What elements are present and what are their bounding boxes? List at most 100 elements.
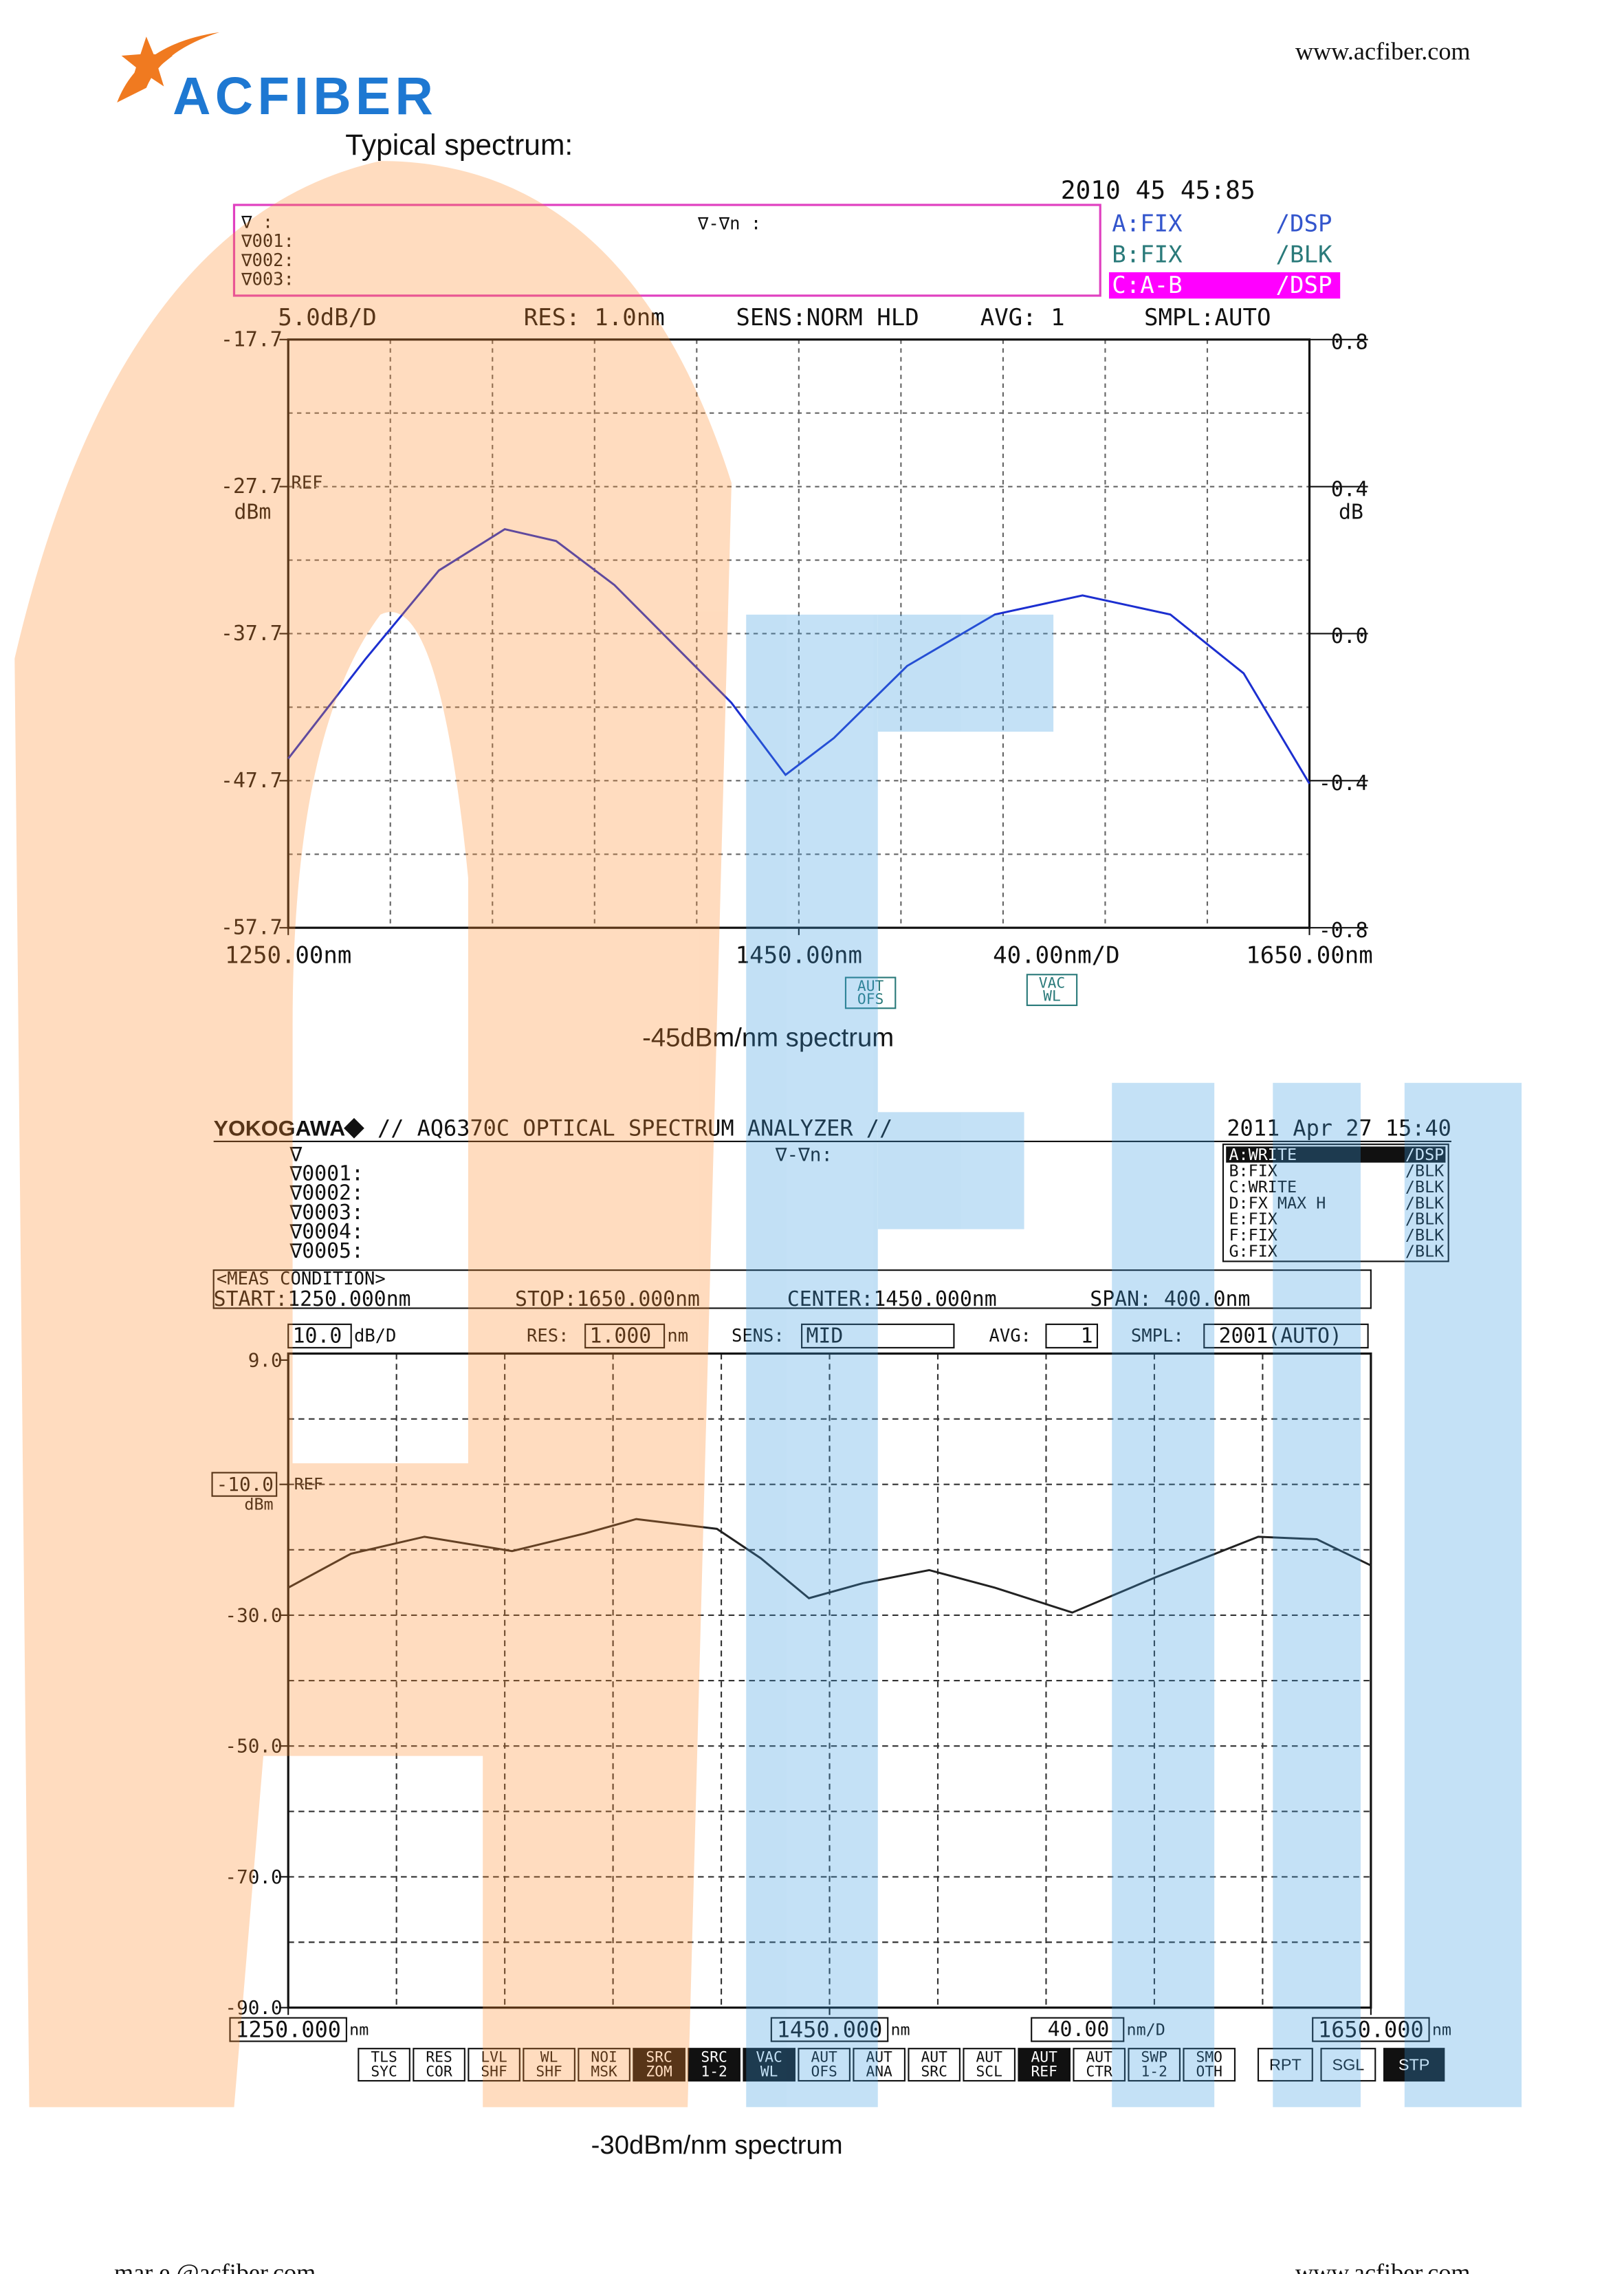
sampling: 2001(AUTO)	[1219, 1324, 1342, 1348]
trace-name: G:FIX	[1229, 1241, 1277, 1260]
watermark-f	[746, 614, 878, 2108]
tick-box	[770, 2017, 889, 2042]
marker-label: ∇002:	[241, 250, 294, 271]
soft-key	[1018, 2048, 1071, 2082]
soft-key-label: SMO	[1196, 2048, 1222, 2066]
soft-key-label: SCL	[976, 2064, 1002, 2081]
heading: Typical spectrum:	[345, 129, 573, 162]
trace-name: B:FIX	[1112, 241, 1183, 268]
logo: ACFIBER	[173, 67, 437, 126]
scale: 5.0dB/D	[278, 304, 376, 331]
soft-key	[853, 2048, 906, 2082]
email: mar e @acfiber.com	[114, 2259, 316, 2274]
soft-key-label: RES	[426, 2048, 452, 2066]
soft-key-label: AUT	[1086, 2048, 1113, 2066]
setting-box	[287, 1323, 352, 1348]
x-scale: 40.00nm/D	[993, 942, 1119, 970]
watermark-f	[877, 1112, 1024, 1229]
y-tick-label: -47.7	[221, 769, 283, 793]
watermark-e	[1404, 1082, 1522, 2108]
meas-box	[212, 1269, 1372, 1309]
trace-name: F:FIX	[1229, 1225, 1277, 1245]
watermark-b	[1273, 1082, 1361, 2108]
side-key	[1320, 2048, 1376, 2082]
trace-state: /BLK	[1405, 1161, 1444, 1180]
meas-center: CENTER:1450.000nm	[787, 1287, 997, 1311]
soft-key	[1073, 2048, 1126, 2082]
soft-key	[798, 2048, 851, 2082]
soft-key-label: REF	[1031, 2064, 1057, 2081]
marker-label: ∇003:	[241, 270, 294, 290]
x-tick-unit: nm	[349, 2020, 369, 2040]
setting-box	[801, 1323, 955, 1348]
trace-highlight	[1108, 272, 1341, 299]
scale-unit: dB/D	[354, 1326, 396, 1346]
soft-key-label: SRC	[646, 2048, 672, 2066]
soft-key-label: CTR	[1086, 2064, 1113, 2081]
trace-state: /DSP	[1276, 210, 1332, 238]
marker-label: ∇	[289, 1143, 303, 1167]
soft-key-label: SHF	[536, 2064, 562, 2081]
date: 2011 Apr 27 15:40	[1227, 1115, 1451, 1141]
soft-key-label: VAC	[1039, 975, 1065, 992]
x-tick-unit: nm	[890, 2020, 910, 2040]
y-tick-label: -30.0	[225, 1604, 282, 1626]
soft-key-label: NOI	[591, 2048, 617, 2066]
y-tick-label: -10.0	[217, 1473, 274, 1496]
x-tick-label: 1450.000	[777, 2017, 883, 2043]
y-tick-label: -57.7	[221, 916, 283, 940]
website: www.acfiber.com	[1295, 2259, 1471, 2274]
delta-label: ∇-∇n :	[697, 214, 761, 234]
soft-key-label: AUT	[857, 978, 884, 995]
soft-key	[963, 2048, 1016, 2082]
soft-key-label: SWP	[1141, 2048, 1167, 2066]
soft-key-label: TLS	[371, 2048, 397, 2066]
trace-name: E:FIX	[1229, 1210, 1277, 1229]
watermark-f	[877, 614, 1054, 732]
sens-label: SENS:	[732, 1326, 784, 1346]
soft-key-label: AUT	[866, 2048, 892, 2066]
soft-key	[523, 2048, 575, 2082]
soft-key	[413, 2048, 465, 2082]
soft-key-label: AUT	[811, 2048, 837, 2066]
trace-name: B:FIX	[1229, 1161, 1277, 1180]
setting-box	[1045, 1323, 1099, 1348]
soft-key-label: SRC	[701, 2048, 727, 2066]
soft-key	[468, 2048, 520, 2082]
trace-name: D:FX MAX H	[1229, 1193, 1326, 1212]
x-tick-label: 1250.000	[235, 2017, 341, 2043]
soft-key	[743, 2048, 795, 2082]
soft-key-label: OFS	[811, 2064, 837, 2081]
marker-label: ∇0004:	[289, 1220, 364, 1244]
y-tick-label: -90.0	[225, 1996, 282, 2019]
spectrum-line	[287, 1518, 1372, 1614]
setting-box	[1031, 2017, 1125, 2042]
watermark-a	[14, 161, 732, 2108]
meas-span: SPAN: 400.0nm	[1090, 1287, 1250, 1311]
ref-label: REF	[291, 472, 322, 493]
y2-tick-label: -0.8	[1319, 919, 1368, 943]
y2-tick-label: -0.4	[1319, 772, 1368, 796]
soft-key-label: ZOM	[646, 2064, 672, 2081]
brand: YOKOGAWA	[214, 1116, 345, 1141]
y-axis-unit: dBm	[234, 500, 271, 524]
x-tick-label: 1450.00nm	[736, 942, 862, 970]
x-scale-unit: nm/D	[1127, 2020, 1165, 2040]
marker-label: ∇0003:	[289, 1201, 364, 1225]
trace-state: /BLK	[1405, 1177, 1444, 1196]
tick-box	[211, 1472, 278, 1497]
soft-key-label: SRC	[921, 2064, 947, 2081]
marker-label: ∇0002:	[289, 1181, 364, 1205]
marker-label: ∇ :	[241, 212, 273, 233]
soft-key-label: AUT	[921, 2048, 947, 2066]
x-scale: 40.00	[1048, 2018, 1110, 2042]
y2-tick-label: 0.8	[1331, 331, 1368, 355]
website: www.acfiber.com	[1295, 38, 1471, 65]
instrument-title: // AQ6370C OPTICAL SPECTRUM ANALYZER //	[377, 1115, 892, 1141]
caption: -45dBm/nm spectrum	[642, 1023, 894, 1052]
sensitivity: SENS:NORM HLD	[736, 304, 919, 331]
soft-key-label: AUT	[1031, 2048, 1057, 2066]
trace-state: /BLK	[1405, 1193, 1444, 1212]
marker-label: ∇001:	[241, 231, 294, 252]
soft-key-label: 1-2	[701, 2064, 727, 2081]
